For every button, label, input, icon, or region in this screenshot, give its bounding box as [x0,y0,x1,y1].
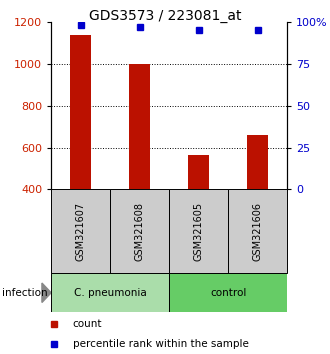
Text: GSM321605: GSM321605 [194,202,204,261]
Bar [247,135,268,189]
Bar [51,189,110,273]
Polygon shape [42,283,51,302]
Text: GSM321607: GSM321607 [76,202,86,261]
Bar [169,273,287,312]
Text: GDS3573 / 223081_at: GDS3573 / 223081_at [89,9,241,23]
Text: GSM321606: GSM321606 [252,202,263,261]
Text: control: control [210,288,246,298]
Bar [70,34,91,189]
Bar [51,273,169,312]
Bar [188,155,209,189]
Bar [129,64,150,189]
Text: count: count [73,319,102,329]
Text: infection: infection [2,288,47,298]
Text: C. pneumonia: C. pneumonia [74,288,147,298]
Text: percentile rank within the sample: percentile rank within the sample [73,338,248,349]
Text: GSM321608: GSM321608 [135,202,145,261]
Bar [228,189,287,273]
Bar [169,189,228,273]
Bar [110,189,169,273]
